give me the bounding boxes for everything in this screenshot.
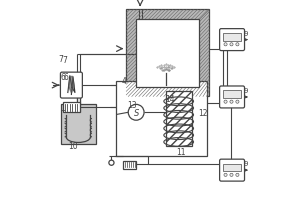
Polygon shape [69, 76, 74, 93]
Text: 6: 6 [64, 73, 69, 82]
Bar [223, 33, 241, 41]
Text: 9: 9 [244, 31, 248, 37]
Circle shape [236, 100, 239, 103]
Text: 6: 6 [61, 73, 65, 82]
Text: 7: 7 [62, 56, 67, 65]
Circle shape [236, 43, 239, 46]
Bar [63, 102, 80, 112]
Bar [136, 19, 200, 87]
Text: $S$: $S$ [133, 107, 140, 118]
Text: 12: 12 [199, 109, 208, 118]
Bar [223, 164, 241, 171]
FancyBboxPatch shape [220, 86, 244, 108]
Circle shape [230, 100, 233, 103]
Bar [166, 91, 191, 146]
Text: 10: 10 [68, 142, 78, 151]
Circle shape [230, 43, 233, 46]
Bar [223, 90, 241, 98]
Text: 11: 11 [177, 148, 186, 157]
Circle shape [224, 100, 227, 103]
Text: 7: 7 [58, 55, 64, 64]
Bar [123, 161, 136, 169]
Text: 9: 9 [244, 88, 248, 94]
Text: 14: 14 [165, 95, 175, 104]
Text: 9: 9 [244, 161, 248, 167]
Circle shape [128, 104, 144, 120]
Text: 13: 13 [127, 101, 137, 110]
Circle shape [224, 173, 227, 176]
Bar [61, 104, 96, 144]
Circle shape [236, 173, 239, 176]
FancyBboxPatch shape [60, 72, 82, 98]
Bar [126, 9, 209, 96]
Circle shape [224, 43, 227, 46]
Text: 4: 4 [121, 77, 126, 86]
Circle shape [230, 173, 233, 176]
FancyBboxPatch shape [220, 159, 244, 181]
Bar [116, 81, 207, 156]
Circle shape [109, 160, 114, 165]
Text: 1: 1 [60, 104, 65, 113]
FancyBboxPatch shape [220, 29, 244, 51]
